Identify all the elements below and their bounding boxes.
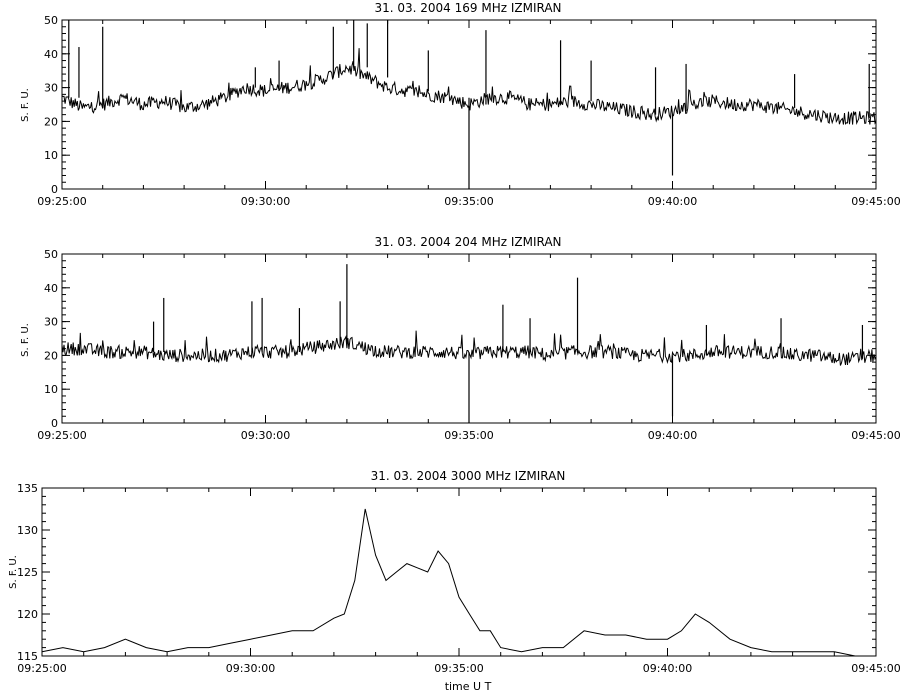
y-tick-label: 40 <box>44 48 58 61</box>
x-tick-label: 09:45:00 <box>851 195 900 208</box>
y-tick-label: 115 <box>17 650 38 663</box>
x-tick-label: 09:30:00 <box>241 195 290 208</box>
y-axis-label: S. F. U. <box>20 88 31 122</box>
y-axis-label: S. F. U. <box>20 323 31 357</box>
y-tick-label: 30 <box>44 82 58 95</box>
plot-area <box>61 264 877 423</box>
x-tick-label: 09:30:00 <box>226 662 275 675</box>
axis-ticks: 115 120 125 130 135 09:25:00 09:30:00 09:35:00 0… <box>17 482 900 675</box>
y-tick-label: 120 <box>17 608 38 621</box>
x-tick-label: 09:45:00 <box>851 429 900 442</box>
x-tick-label: 09:35:00 <box>444 429 493 442</box>
x-tick-label: 09:40:00 <box>648 429 697 442</box>
y-tick-label: 20 <box>44 349 58 362</box>
y-tick-label: 135 <box>17 482 38 495</box>
series-line <box>41 508 876 657</box>
x-tick-label: 09:25:00 <box>37 429 86 442</box>
chart-169mhz: 31. 03. 2004 169 MHz IZMIRAN S. F. U. 0 1… <box>20 1 900 208</box>
y-axis-label: S. F. U. <box>8 555 19 589</box>
chart-3000mhz: 31. 03. 2004 3000 MHz IZMIRAN S. F. U. 1… <box>8 469 900 693</box>
y-tick-label: 0 <box>51 183 58 196</box>
plot-area <box>61 20 877 189</box>
chart-title: 31. 03. 2004 204 MHz IZMIRAN <box>374 235 561 249</box>
x-tick-label: 09:35:00 <box>434 662 483 675</box>
chart-title: 31. 03. 2004 3000 MHz IZMIRAN <box>371 469 566 483</box>
y-tick-label: 40 <box>44 282 58 295</box>
y-tick-label: 10 <box>44 149 58 162</box>
x-tick-label: 09:40:00 <box>648 195 697 208</box>
plot-area <box>41 508 876 657</box>
x-tick-label: 09:30:00 <box>241 429 290 442</box>
y-tick-label: 10 <box>44 383 58 396</box>
y-tick-label: 50 <box>44 14 58 27</box>
y-tick-label: 30 <box>44 316 58 329</box>
axis-ticks: 0 10 20 30 40 50 09:25:00 09:30:00 09:35:00 09:40… <box>37 14 900 208</box>
x-tick-label: 09:25:00 <box>37 195 86 208</box>
y-tick-label: 20 <box>44 115 58 128</box>
axis-ticks: 0 10 20 30 40 50 09:25:00 09:30:00 09:35:00 09:40… <box>37 248 900 442</box>
y-tick-label: 130 <box>17 524 38 537</box>
x-tick-label: 09:25:00 <box>17 662 66 675</box>
chart-204mhz: 31. 03. 2004 204 MHz IZMIRAN S. F. U. 0 1… <box>20 235 900 442</box>
y-tick-label: 50 <box>44 248 58 261</box>
y-tick-label: 0 <box>51 417 58 430</box>
x-tick-label: 09:45:00 <box>851 662 900 675</box>
x-tick-label: 09:40:00 <box>643 662 692 675</box>
x-axis-label: time U T <box>445 680 492 693</box>
chart-title: 31. 03. 2004 169 MHz IZMIRAN <box>374 1 561 15</box>
y-tick-label: 125 <box>17 566 38 579</box>
plot-frame <box>41 487 877 657</box>
x-tick-label: 09:35:00 <box>444 195 493 208</box>
